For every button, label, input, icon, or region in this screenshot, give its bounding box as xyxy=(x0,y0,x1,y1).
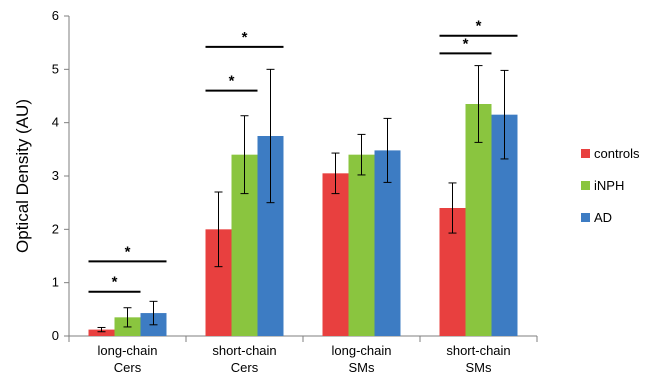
legend-label-iNPH: iNPH xyxy=(594,178,624,193)
x-category-label: Cers xyxy=(114,360,142,375)
legend-swatch-AD xyxy=(581,213,590,222)
significance-asterisk: * xyxy=(463,35,469,52)
x-category-label: SMs xyxy=(349,360,376,375)
legend-label-controls: controls xyxy=(594,146,640,161)
y-tick-label: 3 xyxy=(52,168,59,183)
y-tick-label: 4 xyxy=(52,115,59,130)
x-category-label: short-chain xyxy=(212,343,276,358)
bar-controls xyxy=(322,173,349,336)
x-category-label: long-chain xyxy=(98,343,158,358)
x-category-label: Cers xyxy=(231,360,259,375)
y-tick-label: 2 xyxy=(52,221,59,236)
legend-swatch-controls xyxy=(581,149,590,158)
bar-iNPH xyxy=(348,154,375,336)
significance-asterisk: * xyxy=(125,243,131,260)
y-tick-label: 0 xyxy=(52,328,59,343)
legend-label-AD: AD xyxy=(594,210,612,225)
y-tick-label: 5 xyxy=(52,61,59,76)
significance-markers: * * * * * * xyxy=(88,18,518,293)
y-tick-label: 6 xyxy=(52,8,59,23)
y-tick-label: 1 xyxy=(52,275,59,290)
significance-asterisk: * xyxy=(229,73,235,90)
axes: 0 1 2 3 4 5 6 long-chain Cers short-chain Cers long… xyxy=(52,8,538,375)
significance-asterisk: * xyxy=(242,29,248,46)
significance-asterisk: * xyxy=(112,274,118,291)
x-category-label: short-chain xyxy=(446,343,510,358)
legend-swatch-iNPH xyxy=(581,181,590,190)
x-category-label: SMs xyxy=(466,360,493,375)
bars xyxy=(88,65,518,337)
bar-controls xyxy=(88,329,115,336)
legend: controls iNPH AD xyxy=(581,146,640,225)
y-axis-title: Optical Density (AU) xyxy=(13,99,32,253)
significance-asterisk: * xyxy=(476,18,482,35)
x-category-label: long-chain xyxy=(332,343,392,358)
